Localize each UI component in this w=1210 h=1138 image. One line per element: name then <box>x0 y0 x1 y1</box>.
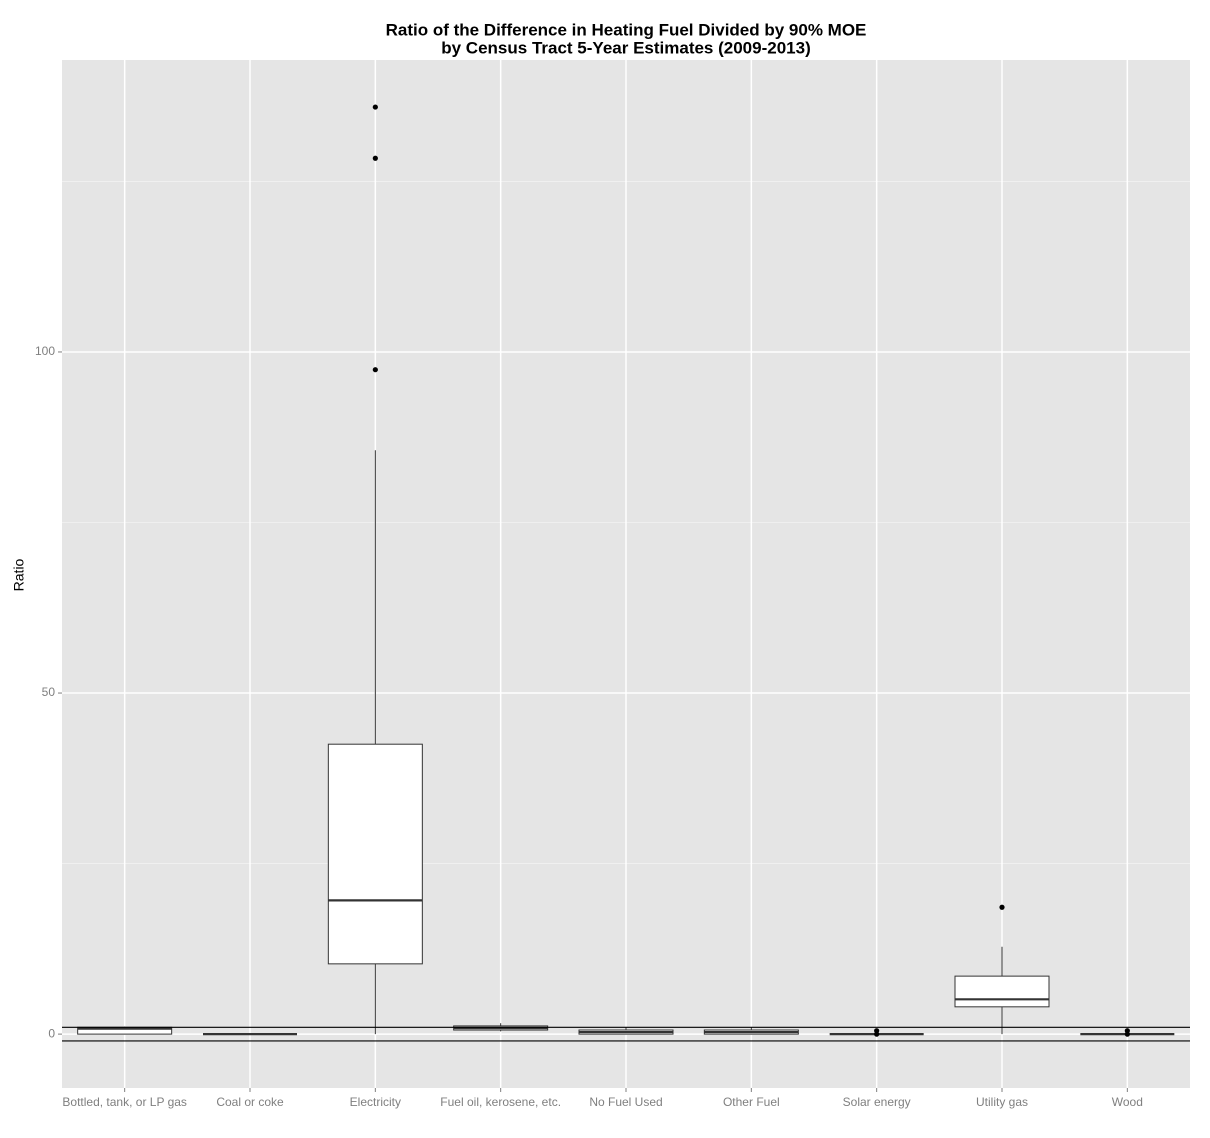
x-tick-label: Coal or coke <box>216 1095 284 1109</box>
x-tick-label: Electricity <box>350 1095 401 1109</box>
x-tick-label: Fuel oil, kerosene, etc. <box>440 1095 561 1109</box>
outlier <box>874 1031 880 1037</box>
y-tick-label: 0 <box>48 1026 55 1040</box>
x-tick-label: Bottled, tank, or LP gas <box>62 1095 187 1109</box>
outlier <box>999 904 1005 910</box>
chart-title: by Census Tract 5-Year Estimates (2009-2… <box>441 38 810 57</box>
y-axis-title: Ratio <box>11 558 27 591</box>
y-tick-label: 50 <box>42 685 56 699</box>
x-tick-label: Other Fuel <box>723 1095 780 1109</box>
x-tick-label: Solar energy <box>843 1095 911 1109</box>
outlier <box>372 367 378 373</box>
outlier <box>1124 1031 1130 1037</box>
chart-title: Ratio of the Difference in Heating Fuel … <box>386 20 867 39</box>
box <box>954 975 1050 1008</box>
outlier <box>372 104 378 110</box>
outlier <box>372 155 378 161</box>
x-tick-label: No Fuel Used <box>589 1095 662 1109</box>
x-tick-label: Utility gas <box>976 1095 1028 1109</box>
y-tick-label: 100 <box>35 344 55 358</box>
box <box>327 743 423 965</box>
x-tick-label: Wood <box>1112 1095 1143 1109</box>
